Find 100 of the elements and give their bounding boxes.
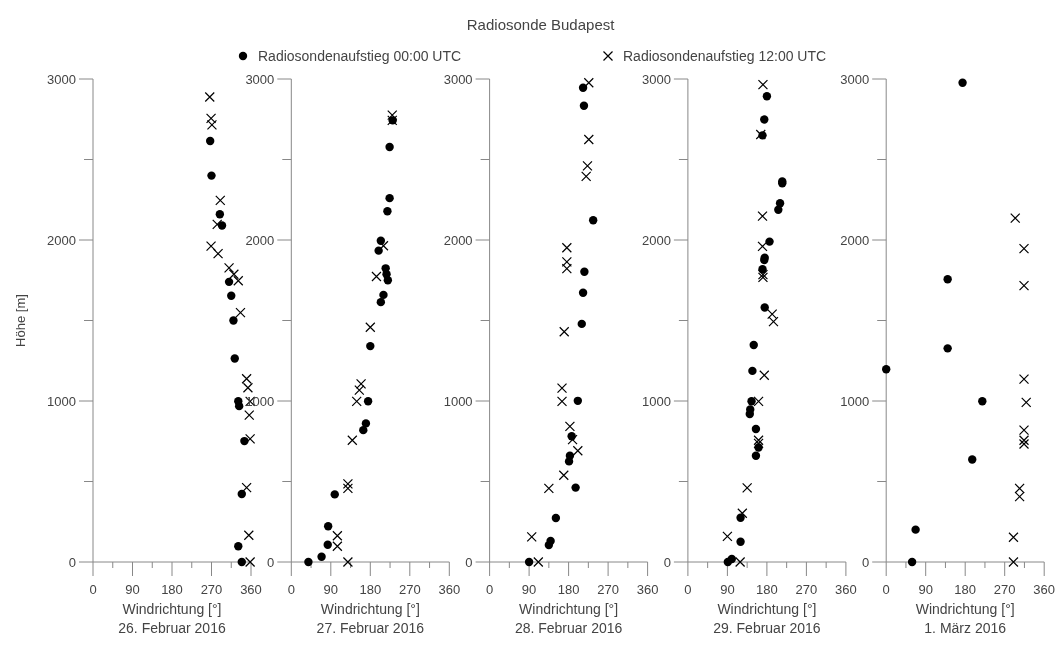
point [361, 419, 371, 428]
point [1008, 556, 1019, 568]
y-tick-label: 2000 [840, 232, 870, 248]
point [526, 531, 537, 542]
y-tick-label: 0 [861, 554, 870, 570]
point [943, 344, 952, 353]
x-tick-label: 360 [835, 582, 857, 597]
point [564, 421, 576, 432]
point [383, 206, 392, 216]
point [245, 433, 256, 444]
y-tick-label: 3000 [443, 71, 473, 87]
x-tick-label: 180 [557, 582, 580, 597]
x-tick-label: 0 [89, 582, 97, 597]
point [366, 341, 375, 351]
point [204, 91, 215, 103]
text: 27. Februar 2016 [316, 620, 425, 636]
x-tick-label: 90 [918, 582, 933, 597]
x-tick-label: 0 [684, 582, 692, 597]
point [757, 241, 768, 252]
x-tick-label: 360 [438, 582, 461, 597]
point [351, 396, 362, 407]
point [735, 556, 746, 568]
point [228, 269, 239, 280]
chart-title: Radiosonde Budapest [466, 16, 616, 33]
point [387, 109, 398, 121]
point [533, 556, 544, 568]
y-tick-label: 1000 [47, 393, 76, 409]
x-tick-label: 180 [359, 582, 382, 597]
point [762, 92, 772, 101]
y-tick-label: 1000 [641, 393, 671, 409]
point [1021, 397, 1032, 408]
point [244, 410, 255, 421]
x-tick-label: 0 [287, 582, 295, 597]
point [578, 83, 588, 92]
point [911, 525, 920, 534]
point [206, 119, 218, 130]
point [978, 397, 987, 406]
point [765, 237, 774, 246]
point [1018, 435, 1030, 446]
text: 28. Februar 2016 [514, 620, 623, 636]
point [230, 354, 239, 363]
point [588, 216, 598, 225]
point [582, 160, 593, 172]
x-axis-title: Windrichtung [°] [122, 601, 222, 617]
x-tick-label: 0 [485, 582, 494, 597]
legend-label: Radiosondenaufstieg 00:00 UTC [258, 47, 462, 64]
point [558, 470, 569, 481]
point [241, 482, 252, 493]
y-tick-label: 0 [68, 554, 76, 570]
point [1014, 491, 1025, 502]
x-axis-title: Windrichtung [°] [717, 601, 817, 617]
x-tick-label: 90 [521, 582, 537, 597]
x-tick-label: 180 [756, 582, 778, 597]
point [1014, 483, 1025, 494]
point [383, 276, 393, 285]
point [760, 115, 769, 124]
point [561, 263, 572, 274]
point [332, 541, 343, 552]
point [561, 242, 572, 253]
point [323, 522, 333, 531]
point [749, 340, 758, 350]
y-tick-label: 2000 [443, 232, 473, 248]
point [342, 478, 354, 490]
point [583, 77, 594, 88]
point [767, 308, 778, 320]
text: 26. Februar 2016 [118, 620, 226, 636]
point [1008, 532, 1019, 543]
point [1018, 243, 1030, 254]
point [342, 483, 354, 494]
point [227, 291, 236, 300]
point [768, 316, 779, 327]
point [237, 557, 246, 567]
point [317, 552, 326, 561]
point [245, 556, 256, 568]
x-tick-label: 90 [720, 582, 735, 597]
point [1018, 374, 1030, 385]
point [205, 241, 217, 252]
point [241, 373, 252, 384]
point [561, 256, 572, 267]
point [376, 297, 386, 307]
point [573, 396, 583, 406]
point [205, 113, 217, 124]
point [323, 540, 332, 549]
point [577, 319, 586, 329]
point [774, 205, 783, 214]
y-tick-label: 3000 [245, 71, 275, 87]
point [882, 365, 891, 374]
point [235, 307, 246, 318]
point [1018, 425, 1030, 436]
point [757, 79, 769, 90]
point [578, 288, 588, 298]
point [958, 78, 967, 87]
point [723, 557, 733, 567]
point [212, 248, 224, 259]
x-tick-label: 360 [240, 582, 262, 597]
point [543, 483, 554, 494]
x-tick-label: 360 [636, 582, 659, 597]
y-axis-title: Höhe [m] [13, 294, 28, 347]
point [567, 434, 578, 445]
point [551, 513, 561, 523]
